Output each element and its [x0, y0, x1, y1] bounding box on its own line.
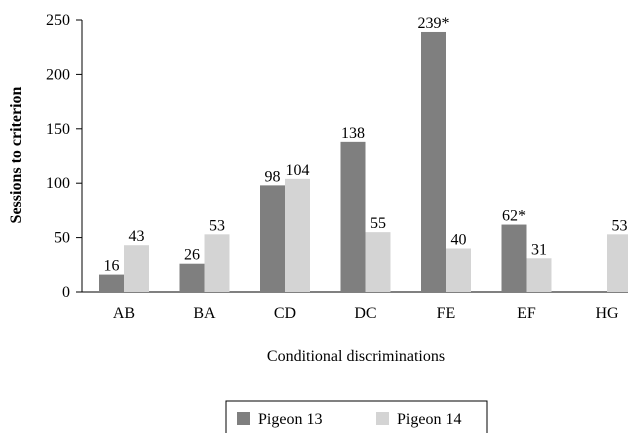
y-axis: 0 50 100 150 200 250 [46, 12, 83, 301]
data-label-pigeon-14-ab: 43 [129, 228, 145, 245]
data-labels: 16 43 26 53 98 104 138 55 239* 40 62* 31 53 [104, 15, 628, 275]
data-label-pigeon-13-ba: 26 [184, 247, 200, 264]
x-axis: AB BA CD DC FE EF HG [82, 291, 628, 322]
x-tick-label-fe: FE [437, 305, 456, 322]
bar-pigeon-13-ab [99, 274, 124, 292]
legend-label-pigeon-13: Pigeon 13 [258, 411, 322, 428]
data-label-pigeon-14-ba: 53 [209, 217, 225, 234]
x-tick-label-ef: EF [517, 305, 536, 322]
data-label-pigeon-13-ab: 16 [104, 258, 120, 275]
y-tick-label: 50 [54, 230, 70, 247]
legend: Pigeon 13 Pigeon 14 [225, 400, 488, 433]
bar-pigeon-14-hg [607, 234, 628, 292]
legend-box [225, 400, 488, 433]
data-label-pigeon-13-cd: 98 [265, 168, 281, 185]
data-label-pigeon-14-hg: 53 [612, 217, 628, 234]
x-axis-title: Conditional discriminations [267, 348, 445, 365]
y-axis-title: Sessions to criterion [8, 86, 25, 223]
data-label-pigeon-14-cd: 104 [286, 162, 310, 179]
bar-pigeon-13-fe [421, 31, 446, 293]
x-tick-label-hg: HG [595, 305, 619, 322]
data-label-pigeon-13-dc: 138 [341, 125, 365, 142]
bar-pigeon-14-dc [365, 232, 391, 292]
y-tick-label: 150 [46, 121, 70, 138]
bar-pigeon-13-cd [260, 185, 285, 292]
legend-label-pigeon-14: Pigeon 14 [397, 411, 461, 428]
bar-pigeon-13-ef [501, 224, 527, 292]
x-tick-label-dc: DC [354, 305, 376, 322]
bar-pigeon-13-dc [340, 141, 366, 292]
x-tick-label-cd: CD [274, 305, 296, 322]
legend-swatch-pigeon-13 [237, 412, 250, 425]
bar-pigeon-14-cd [285, 178, 310, 292]
data-label-pigeon-13-fe: 239* [418, 15, 450, 32]
y-tick-label: 250 [46, 12, 70, 29]
y-tick-label: 0 [62, 284, 70, 301]
legend-swatch-pigeon-14 [376, 412, 389, 425]
data-label-pigeon-14-ef: 31 [531, 241, 547, 258]
bar-pigeon-14-ef [526, 258, 552, 292]
bar-pigeon-14-ab [124, 245, 149, 292]
bar-pigeon-13-ba [179, 263, 205, 292]
x-tick-label-ba: BA [193, 305, 216, 322]
data-label-pigeon-14-fe: 40 [451, 231, 467, 248]
y-tick-label: 100 [46, 175, 70, 192]
x-tick-label-ab: AB [113, 305, 135, 322]
bar-pigeon-14-fe [446, 248, 471, 292]
data-label-pigeon-14-dc: 55 [370, 215, 386, 232]
bars [99, 31, 628, 293]
data-label-pigeon-13-ef: 62* [502, 208, 526, 225]
y-tick-label: 200 [46, 66, 70, 83]
bar-pigeon-14-ba [204, 234, 230, 292]
